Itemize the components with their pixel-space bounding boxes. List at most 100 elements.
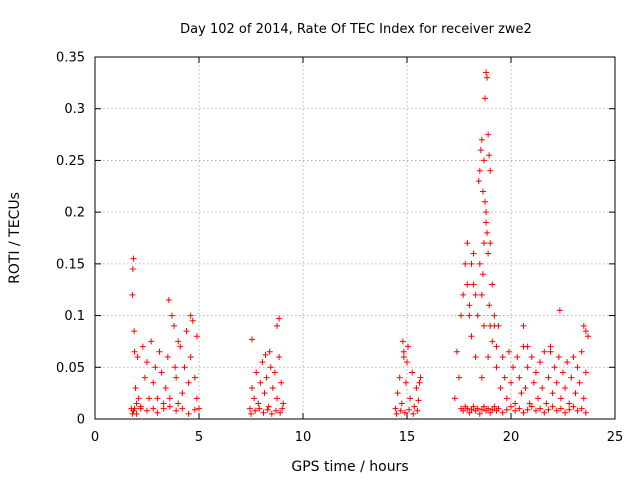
data-point	[562, 384, 569, 391]
data-point	[491, 403, 498, 410]
data-point	[181, 364, 188, 371]
data-point	[164, 353, 171, 360]
data-point	[497, 384, 504, 391]
data-point	[263, 374, 270, 381]
data-point	[453, 348, 460, 355]
y-tick-label: 0.05	[56, 361, 85, 376]
data-point	[489, 406, 496, 413]
data-point	[267, 364, 274, 371]
data-point	[493, 343, 500, 350]
data-point	[485, 131, 492, 138]
data-point	[476, 167, 483, 174]
x-tick-label: 20	[503, 430, 520, 445]
data-point	[532, 369, 539, 376]
data-point	[560, 369, 566, 376]
data-point	[154, 409, 161, 416]
data-point	[493, 364, 500, 371]
data-point	[528, 353, 535, 360]
data-point	[464, 240, 471, 247]
data-point	[535, 395, 542, 402]
data-point	[252, 407, 259, 414]
data-point	[480, 240, 487, 247]
data-point	[470, 403, 477, 410]
data-point	[572, 390, 579, 397]
x-tick-label: 25	[607, 430, 624, 445]
data-point	[280, 400, 287, 407]
data-point	[260, 409, 267, 416]
data-point	[253, 369, 260, 376]
data-point	[551, 364, 558, 371]
y-tick-label: 0.3	[64, 102, 85, 117]
data-point	[466, 302, 473, 309]
chart-title: Day 102 of 2014, Rate Of TEC Index for r…	[180, 22, 532, 37]
data-point	[516, 405, 523, 412]
data-point	[466, 409, 473, 416]
data-point	[172, 364, 179, 371]
data-point	[482, 198, 488, 205]
data-point	[480, 322, 487, 329]
data-point	[133, 410, 140, 417]
data-point	[255, 400, 262, 407]
data-point	[278, 379, 285, 386]
data-point	[472, 291, 479, 298]
data-point	[556, 307, 563, 314]
data-point	[268, 410, 275, 417]
data-point	[468, 260, 475, 267]
data-point	[553, 379, 560, 386]
data-point	[520, 409, 527, 416]
data-point	[152, 364, 159, 371]
data-point	[474, 312, 481, 319]
data-point	[476, 260, 483, 267]
data-point	[249, 384, 256, 391]
data-point	[264, 406, 271, 413]
data-point	[399, 338, 406, 345]
data-point	[166, 403, 173, 410]
data-point	[466, 312, 473, 319]
data-point	[411, 403, 418, 410]
data-point	[480, 157, 487, 164]
data-point	[272, 407, 279, 414]
data-point	[141, 374, 148, 381]
data-point	[491, 322, 498, 329]
data-point	[477, 147, 484, 154]
data-point	[570, 353, 577, 360]
data-point	[460, 407, 467, 414]
data-point	[485, 250, 492, 257]
data-point	[415, 397, 422, 404]
data-point	[396, 374, 403, 381]
data-point	[470, 281, 477, 288]
data-point	[191, 374, 198, 381]
data-point	[451, 395, 458, 402]
data-point	[472, 353, 479, 360]
data-point	[193, 395, 200, 402]
data-point	[191, 406, 198, 413]
data-point	[413, 384, 420, 391]
data-point	[398, 400, 405, 407]
data-point	[468, 333, 475, 340]
data-point	[248, 410, 254, 417]
data-point	[485, 405, 492, 412]
data-point	[487, 240, 494, 247]
data-point	[464, 281, 471, 288]
data-point	[132, 384, 139, 391]
data-point	[460, 291, 467, 298]
data-points	[128, 69, 591, 417]
data-point	[478, 291, 485, 298]
data-point	[146, 395, 153, 402]
data-point	[274, 322, 280, 329]
x-tick-label: 15	[399, 430, 416, 445]
data-point	[524, 406, 531, 413]
data-point	[193, 333, 200, 340]
data-point	[474, 405, 481, 412]
data-point	[464, 405, 471, 412]
grid-lines	[95, 57, 615, 419]
data-point	[150, 405, 157, 412]
data-point	[484, 74, 491, 81]
x-axis-label: GPS time / hours	[291, 459, 408, 475]
data-point	[491, 312, 498, 319]
data-point	[482, 95, 488, 102]
data-point	[580, 395, 587, 402]
data-point	[512, 400, 519, 407]
x-tick-label: 5	[195, 430, 203, 445]
